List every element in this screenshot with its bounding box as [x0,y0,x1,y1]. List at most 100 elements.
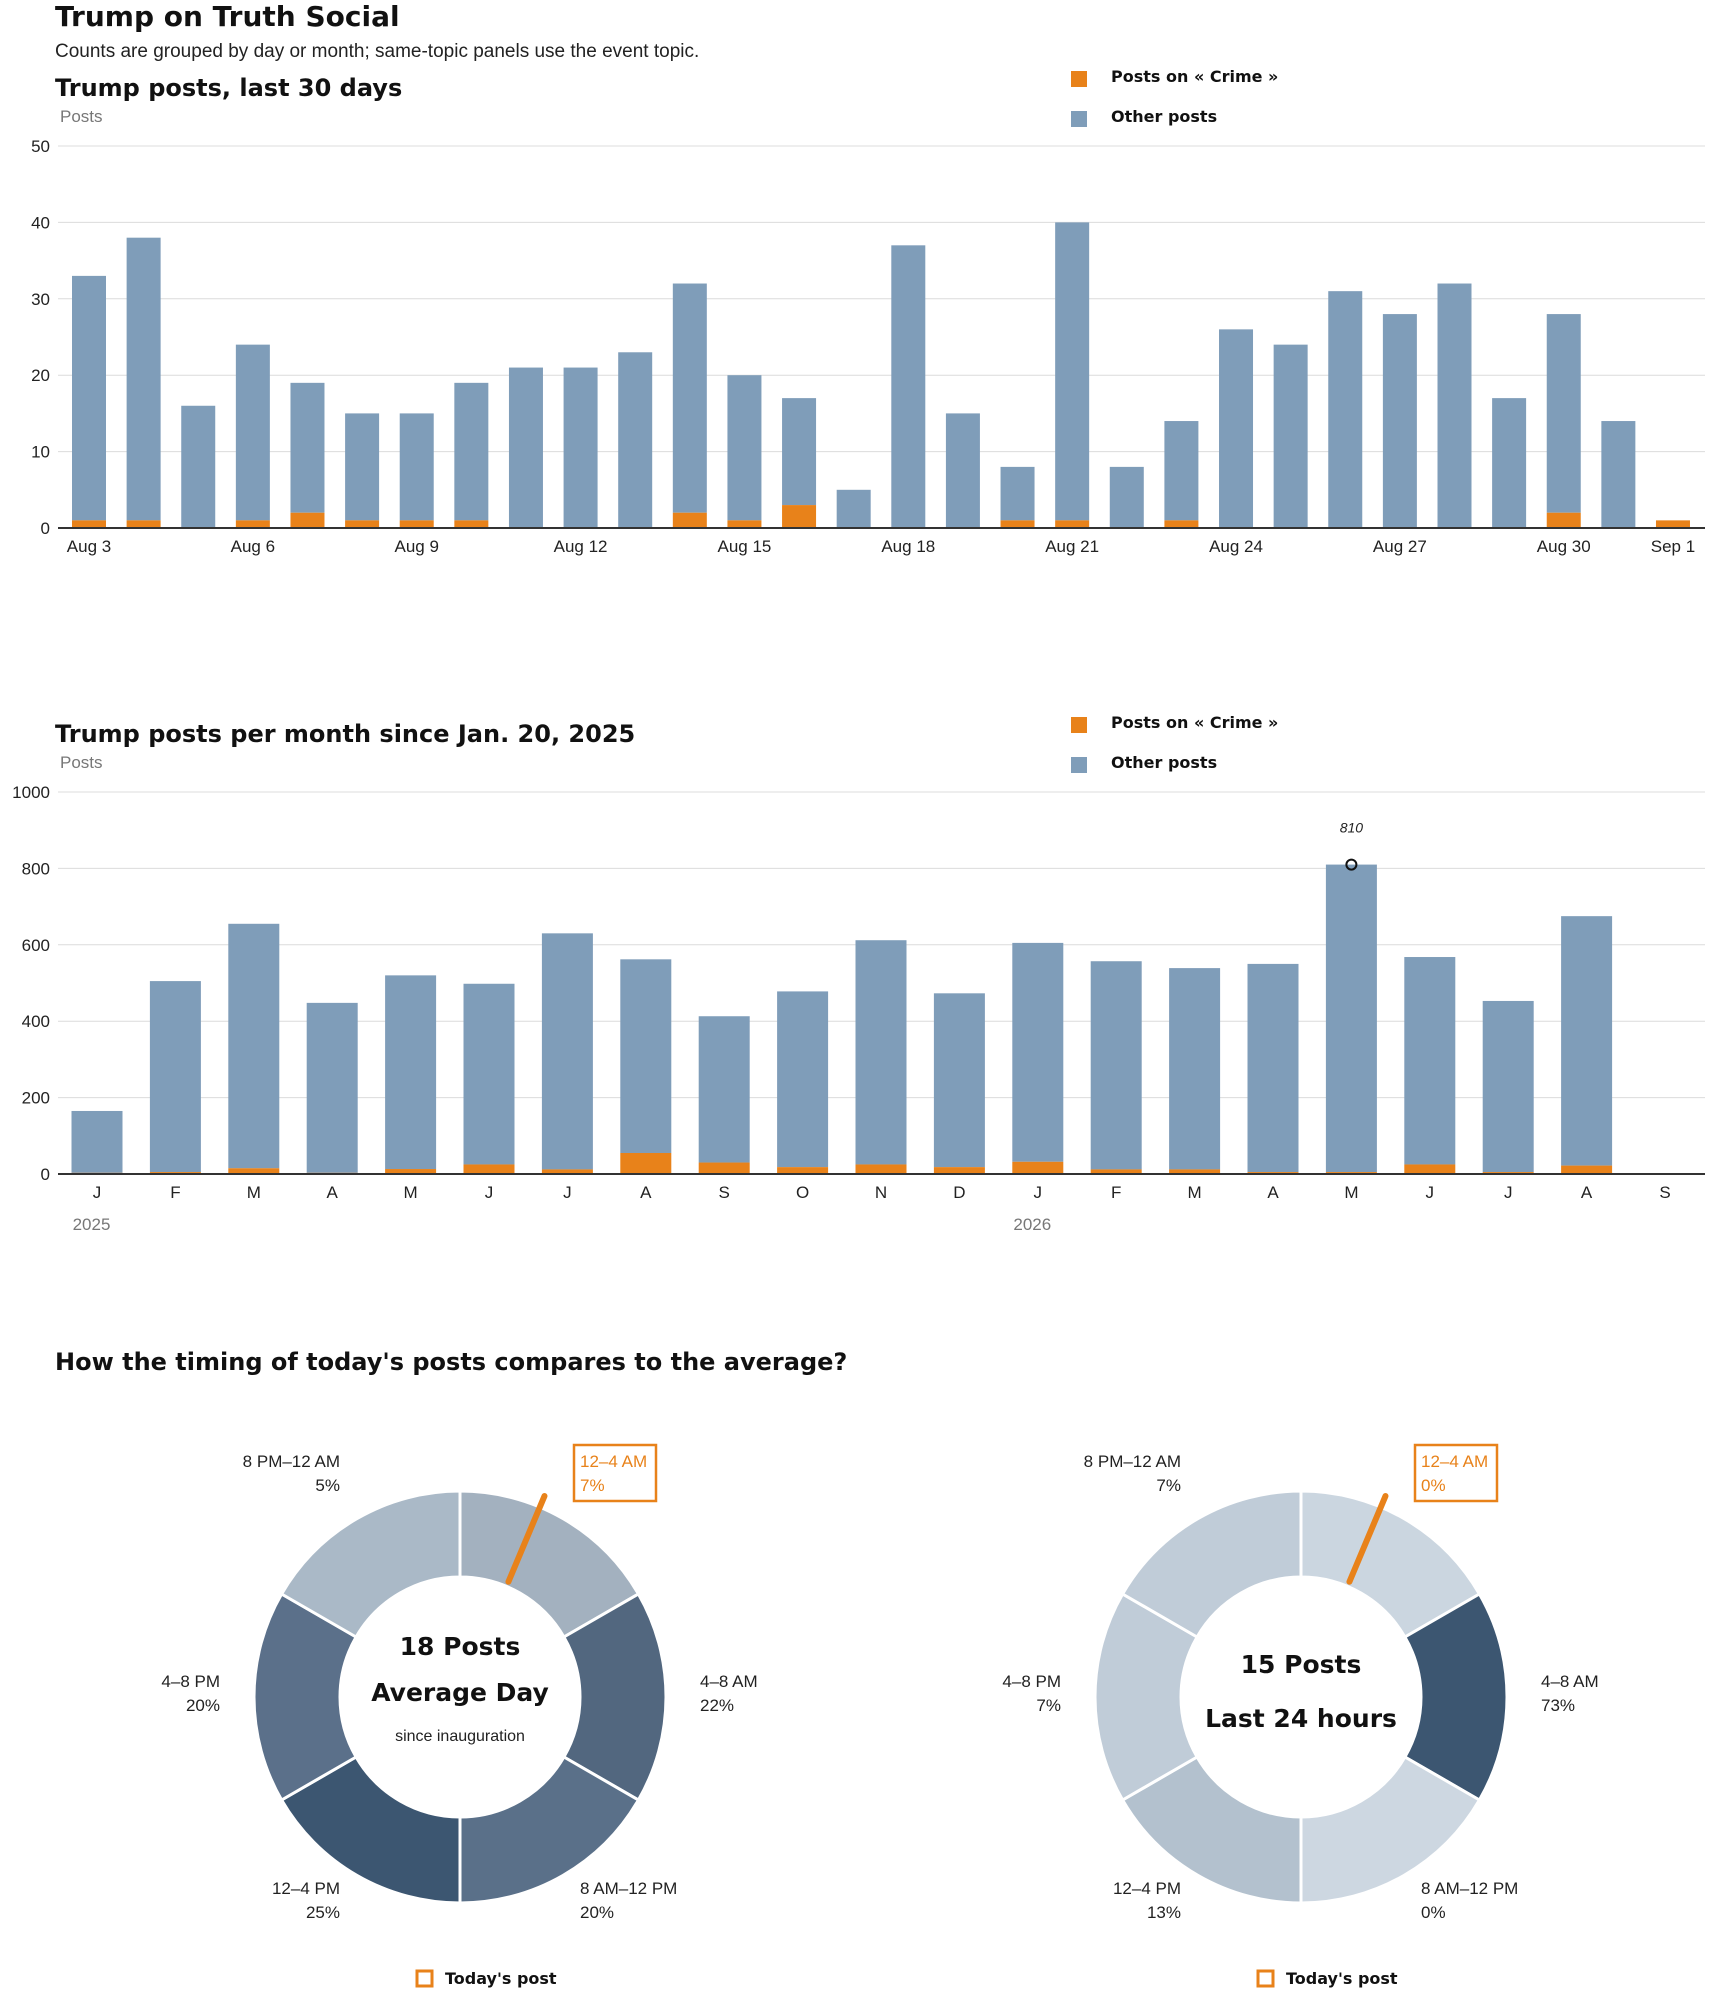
bar-other-posts [945,413,980,528]
donut-slice [561,1591,668,1803]
donut-center-title: Last 24 hours [1205,1704,1397,1733]
bar-other-posts [1164,421,1199,521]
x-tick-label: J [1426,1183,1435,1202]
bar-other-posts [454,382,489,521]
x-tick-label: N [875,1183,887,1202]
bar-other-posts [235,344,270,521]
donut-slice [279,1754,462,1905]
x-tick-label: O [796,1183,809,1202]
bar-topic-posts [1655,520,1690,528]
bar-other-posts [1601,421,1636,528]
bar-other-posts [1404,957,1456,1165]
legend-topic-label: Posts on « Crime » [1111,713,1278,732]
bar-other-posts [1437,283,1472,528]
donut-center-count: 15 Posts [1241,1650,1362,1679]
x-tick-label: J [1034,1183,1043,1202]
daily-posts-chart: Trump posts, last 30 days Posts Posts on… [31,67,1705,556]
monthly-chart-annotation: 810 [1340,820,1363,871]
monthly-chart-title: Trump posts per month since Jan. 20, 202… [55,720,635,748]
bar-topic-posts [855,1164,907,1174]
bar-other-posts [1090,961,1142,1170]
slice-time-label: 12–4 AM [1421,1452,1488,1471]
x-tick-label: A [640,1183,652,1202]
bar-other-posts [782,398,817,506]
x-tick-label: Aug 18 [881,537,935,556]
today-post-legend-swatch [1256,1969,1275,1988]
today-post-marker [1346,1493,1389,1585]
bar-other-posts [149,981,201,1173]
bar-other-posts [463,983,515,1165]
bar-topic-posts [541,1169,593,1174]
donut-center-count: 18 Posts [400,1632,521,1661]
bar-other-posts [1482,1000,1534,1173]
year-label: 2025 [73,1215,111,1234]
slice-percent-label: 20% [186,1696,220,1715]
bar-topic-posts [228,1168,280,1174]
donut-center-title: Average Day [371,1678,549,1707]
x-tick-label: J [1504,1183,1513,1202]
page-subtitle: Counts are grouped by day or month; same… [55,41,699,62]
y-tick-label: 0 [41,519,50,538]
x-tick-label: Aug 30 [1537,537,1591,556]
bar-topic-posts [620,1152,672,1174]
last-24-hours-donut: 12–4 AM 0% 4–8 AM 73% 8 AM–12 PM 0% 12–4 PM 13%… [1002,1443,1599,1988]
slice-percent-label: 22% [700,1696,734,1715]
daily-chart-legend: Posts on « Crime » Other posts [1071,67,1278,127]
highlight-label-box [572,1443,658,1503]
bar-topic-posts [126,520,161,528]
x-tick-label: Aug 12 [554,537,608,556]
y-tick-label: 10 [31,443,50,462]
bar-other-posts [836,489,871,528]
bar-other-posts [1012,942,1064,1162]
donut-slice [1402,1591,1509,1803]
today-post-legend-swatch [415,1969,434,1988]
monthly-chart-y-unit: Posts [60,753,103,772]
y-tick-label: 1000 [12,783,50,802]
y-tick-label: 30 [31,290,50,309]
bar-topic-posts [1090,1169,1142,1174]
x-tick-label: Aug 9 [395,537,439,556]
slice-percent-label: 0% [1421,1903,1446,1922]
bar-topic-posts [1000,520,1035,528]
bar-other-posts [228,923,280,1169]
slice-time-label: 12–4 PM [272,1879,340,1898]
bar-other-posts [385,975,437,1170]
x-tick-label: A [1267,1183,1279,1202]
legend-topic-swatch [1071,717,1087,733]
bar-other-posts [541,933,593,1170]
bar-topic-posts [463,1164,515,1174]
bar-topic-posts [72,520,106,528]
x-tick-label: Sep 1 [1651,537,1695,556]
highlight-label-box [1413,1443,1499,1503]
x-tick-label: F [1111,1183,1121,1202]
donut-slice [1120,1489,1303,1640]
x-tick-label: M [1188,1183,1202,1202]
bar-other-posts [71,1110,123,1173]
legend-other-swatch [1071,757,1087,773]
today-post-marker [505,1493,548,1585]
bar-topic-posts [777,1167,829,1174]
bar-other-posts [1109,466,1144,528]
slice-percent-label: 0% [1421,1476,1446,1495]
legend-other-label: Other posts [1111,107,1217,126]
x-tick-label: Aug 21 [1045,537,1099,556]
slice-percent-label: 7% [1156,1476,1181,1495]
legend-topic-swatch [1071,71,1087,87]
donut-slice [1299,1754,1482,1905]
bar-topic-posts [1055,520,1090,528]
daily-chart-title: Trump posts, last 30 days [55,74,402,102]
donut-slice [1299,1489,1482,1640]
bar-other-posts [933,993,985,1168]
x-tick-label: D [953,1183,965,1202]
bar-other-posts [563,367,598,528]
bar-other-posts [1492,398,1527,528]
year-label: 2026 [1013,1215,1051,1234]
slice-time-label: 8 AM–12 PM [1421,1879,1518,1898]
peak-marker [1345,858,1358,871]
bar-other-posts [672,283,707,513]
bar-topic-posts [1012,1161,1064,1174]
bar-other-posts [508,367,543,528]
donut-slice [1093,1591,1200,1803]
x-tick-label: Aug 15 [717,537,771,556]
